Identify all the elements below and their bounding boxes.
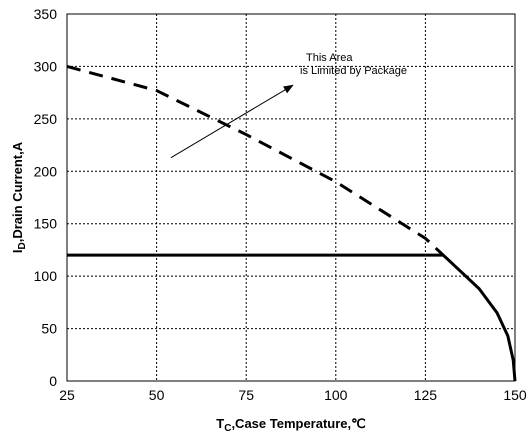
y-tick-labels: 0 50 100 150 200 250 300 350 bbox=[34, 6, 58, 389]
x-tick-label: 75 bbox=[238, 387, 254, 403]
y-tick-label: 300 bbox=[34, 58, 58, 74]
y-axis-title: ID,Drain Current,A bbox=[10, 141, 28, 253]
x-tick-labels: 25 50 75 100 125 150 bbox=[59, 387, 527, 403]
x-tick-label: 50 bbox=[149, 387, 165, 403]
x-tick-label: 100 bbox=[324, 387, 348, 403]
package-limit-dashed-line bbox=[66, 64, 445, 257]
x-tick-label: 150 bbox=[503, 387, 527, 403]
x-axis-title-rest: ,Case Temperature,℃ bbox=[231, 416, 365, 431]
y-axis-title-main: I bbox=[10, 250, 25, 254]
series-layer bbox=[66, 64, 517, 382]
y-axis-title-sub: D bbox=[17, 242, 28, 249]
annotation: This Area is Limited by Package bbox=[170, 52, 407, 159]
x-axis-title-sub: C bbox=[224, 423, 231, 434]
y-tick-label: 150 bbox=[34, 216, 58, 232]
x-axis-title-main: T bbox=[216, 416, 224, 431]
y-tick-label: 250 bbox=[34, 111, 58, 127]
y-tick-label: 0 bbox=[49, 373, 57, 389]
x-tick-label: 25 bbox=[59, 387, 75, 403]
x-axis-title: TC,Case Temperature,℃ bbox=[216, 416, 366, 434]
y-tick-label: 200 bbox=[34, 163, 58, 179]
annotation-arrow bbox=[170, 84, 294, 159]
plot-frame bbox=[66, 13, 516, 382]
y-tick-label: 350 bbox=[34, 6, 58, 22]
drain-current-solid-line bbox=[67, 253, 517, 382]
annotation-line-1: This Area bbox=[306, 52, 353, 64]
annotation-line-2: is Limited by Package bbox=[300, 65, 407, 77]
y-tick-label: 100 bbox=[34, 268, 58, 284]
grid-lines bbox=[67, 14, 515, 381]
y-tick-label: 50 bbox=[41, 321, 57, 337]
x-tick-label: 125 bbox=[414, 387, 438, 403]
y-axis-title-rest: ,Drain Current,A bbox=[10, 141, 25, 242]
